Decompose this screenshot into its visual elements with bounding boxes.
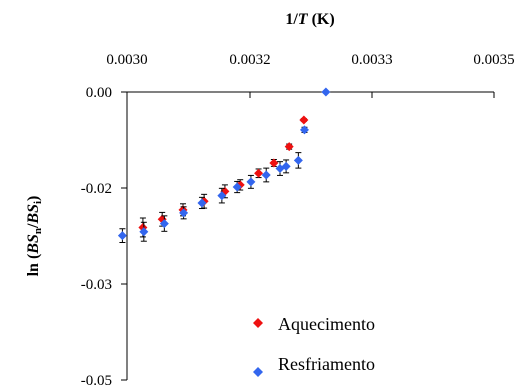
- data-point-resfriamento: [321, 87, 331, 97]
- y-tick-label: -0.03: [81, 277, 112, 293]
- data-point-resfriamento: [117, 231, 127, 241]
- x-tick-label: 0.0030: [106, 52, 147, 68]
- data-point-resfriamento: [261, 170, 271, 180]
- y-axis-title: ln (BSn/BSi): [25, 196, 44, 277]
- data-point-resfriamento: [179, 208, 189, 218]
- y-tick-label: -0.02: [81, 181, 112, 197]
- legend: Aquecimento Resfriamento: [253, 314, 375, 377]
- data-point-resfriamento: [232, 182, 242, 192]
- x-axis-title: 1/T (K): [285, 11, 334, 28]
- data-point-aquecimento: [254, 168, 264, 178]
- data-point-aquecimento: [284, 142, 294, 152]
- data-point-resfriamento: [299, 125, 309, 135]
- x-tick-label: 0.0035: [473, 52, 514, 68]
- x-tick-label: 0.0033: [351, 52, 392, 68]
- data-point-resfriamento: [197, 198, 207, 208]
- legend-marker-resfriamento: [253, 367, 263, 377]
- legend-marker-aquecimento: [253, 318, 263, 328]
- y-tick-label: 0.00: [86, 85, 112, 101]
- data-point-resfriamento: [281, 161, 291, 171]
- series-layer: [117, 87, 331, 243]
- data-point-resfriamento: [217, 191, 227, 201]
- x-tick-label: 0.0032: [229, 52, 270, 68]
- data-point-resfriamento: [139, 227, 149, 237]
- data-point-resfriamento: [246, 177, 256, 187]
- y-tick-label: -0.05: [81, 373, 112, 389]
- legend-label-aquecimento: Aquecimento: [278, 314, 375, 334]
- data-point-aquecimento: [269, 158, 279, 168]
- legend-label-resfriamento: Resfriamento: [278, 354, 375, 374]
- data-point-resfriamento: [159, 219, 169, 229]
- data-point-aquecimento: [299, 115, 309, 125]
- data-point-resfriamento: [293, 155, 303, 165]
